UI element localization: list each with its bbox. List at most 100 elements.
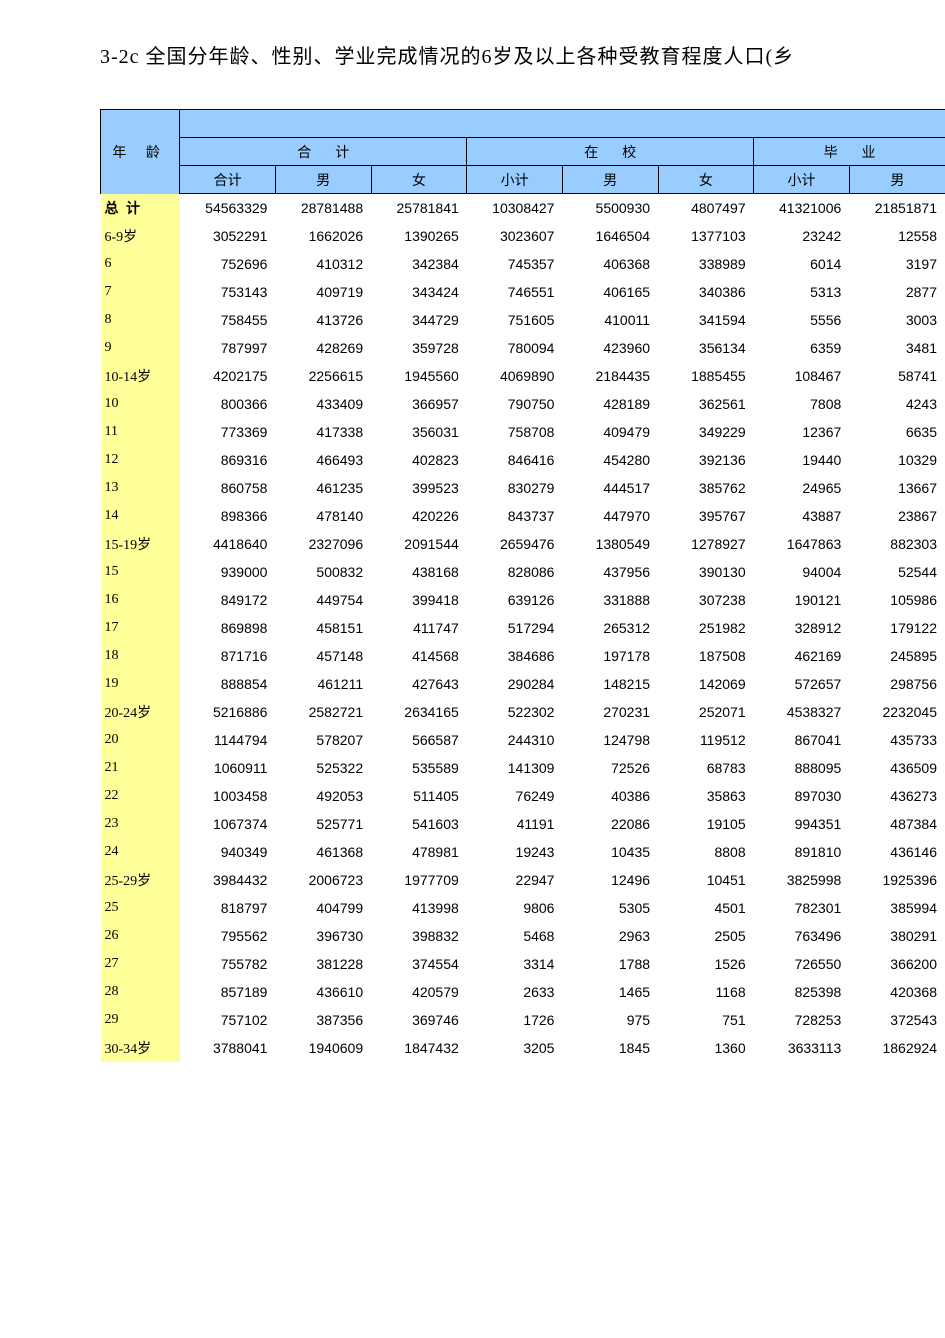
cell-value: 461368 [275, 838, 371, 866]
row-label: 20-24岁 [101, 698, 180, 726]
table-row: 30-34岁3788041194060918474323205184513603… [101, 1034, 945, 1062]
cell-value: 19105 [658, 810, 754, 838]
cell-value: 1847432 [371, 1034, 467, 1062]
cell-value: 461211 [275, 670, 371, 698]
cell-value: 436610 [275, 978, 371, 1006]
header-group-enrolled: 在校 [467, 138, 754, 166]
cell-value: 4501 [658, 894, 754, 922]
header-sub: 男 [562, 166, 658, 194]
cell-value: 13667 [849, 474, 945, 502]
row-label: 24 [101, 838, 180, 866]
cell-value: 566587 [371, 726, 467, 754]
cell-value: 94004 [754, 558, 850, 586]
cell-value: 1360 [658, 1034, 754, 1062]
row-label: 6-9岁 [101, 222, 180, 250]
cell-value: 366200 [849, 950, 945, 978]
cell-value: 385994 [849, 894, 945, 922]
cell-value: 436146 [849, 838, 945, 866]
cell-value: 3788041 [180, 1034, 276, 1062]
cell-value: 2633 [467, 978, 563, 1006]
cell-value: 290284 [467, 670, 563, 698]
cell-value: 433409 [275, 390, 371, 418]
cell-value: 344729 [371, 306, 467, 334]
cell-value: 3984432 [180, 866, 276, 894]
row-label: 19 [101, 670, 180, 698]
cell-value: 438168 [371, 558, 467, 586]
cell-value: 420368 [849, 978, 945, 1006]
cell-value: 372543 [849, 1006, 945, 1034]
cell-value: 1526 [658, 950, 754, 978]
cell-value: 2963 [562, 922, 658, 950]
row-label: 23 [101, 810, 180, 838]
table-row: 1177336941733835603175870840947934922912… [101, 418, 945, 446]
cell-value: 4243 [849, 390, 945, 418]
header-top-blank [180, 110, 945, 138]
cell-value: 3052291 [180, 222, 276, 250]
cell-value: 413726 [275, 306, 371, 334]
row-label: 7 [101, 278, 180, 306]
cell-value: 413998 [371, 894, 467, 922]
cell-value: 1168 [658, 978, 754, 1006]
cell-value: 898366 [180, 502, 276, 530]
cell-value: 3314 [467, 950, 563, 978]
cell-value: 409719 [275, 278, 371, 306]
cell-value: 726550 [754, 950, 850, 978]
table-row: 6752696410312342384745357406368338989601… [101, 250, 945, 278]
cell-value: 119512 [658, 726, 754, 754]
cell-value: 338989 [658, 250, 754, 278]
cell-value: 492053 [275, 782, 371, 810]
cell-value: 773369 [180, 418, 276, 446]
cell-value: 6014 [754, 250, 850, 278]
cell-value: 19440 [754, 446, 850, 474]
cell-value: 2327096 [275, 530, 371, 558]
table-row: 1080036643340936695779075042818936256178… [101, 390, 945, 418]
cell-value: 975 [562, 1006, 658, 1034]
cell-value: 420579 [371, 978, 467, 1006]
row-label: 6 [101, 250, 180, 278]
cell-value: 387356 [275, 1006, 371, 1034]
cell-value: 2006723 [275, 866, 371, 894]
cell-value: 871716 [180, 642, 276, 670]
cell-value: 54563329 [180, 194, 276, 222]
table-row: 2110609115253225355891413097252668783888… [101, 754, 945, 782]
row-label: 27 [101, 950, 180, 978]
cell-value: 4069890 [467, 362, 563, 390]
cell-value: 466493 [275, 446, 371, 474]
cell-value: 746551 [467, 278, 563, 306]
cell-value: 487384 [849, 810, 945, 838]
cell-value: 41321006 [754, 194, 850, 222]
cell-value: 187508 [658, 642, 754, 670]
row-label: 15-19岁 [101, 530, 180, 558]
table-row: 9787997428269359728780094423960356134635… [101, 334, 945, 362]
cell-value: 1144794 [180, 726, 276, 754]
cell-value: 572657 [754, 670, 850, 698]
cell-value: 72526 [562, 754, 658, 782]
cell-value: 751605 [467, 306, 563, 334]
cell-value: 23242 [754, 222, 850, 250]
cell-value: 24965 [754, 474, 850, 502]
row-label: 22 [101, 782, 180, 810]
cell-value: 10435 [562, 838, 658, 866]
row-label: 26 [101, 922, 180, 950]
cell-value: 790750 [467, 390, 563, 418]
table-row: 1887171645714841456838468619717818750846… [101, 642, 945, 670]
cell-value: 43887 [754, 502, 850, 530]
cell-value: 380291 [849, 922, 945, 950]
cell-value: 251982 [658, 614, 754, 642]
cell-value: 1067374 [180, 810, 276, 838]
cell-value: 869898 [180, 614, 276, 642]
table-head: 年 龄 合计 在校 毕业 合计 男 女 小计 男 女 小计 男 [101, 110, 945, 194]
header-group-graduated: 毕业 [754, 138, 945, 166]
cell-value: 888854 [180, 670, 276, 698]
cell-value: 22086 [562, 810, 658, 838]
row-label: 28 [101, 978, 180, 1006]
header-sub: 女 [371, 166, 467, 194]
cell-value: 525771 [275, 810, 371, 838]
cell-value: 1377103 [658, 222, 754, 250]
cell-value: 23867 [849, 502, 945, 530]
cell-value: 5468 [467, 922, 563, 950]
cell-value: 10451 [658, 866, 754, 894]
cell-value: 270231 [562, 698, 658, 726]
table-row: 1286931646649340282384641645428039213619… [101, 446, 945, 474]
cell-value: 390130 [658, 558, 754, 586]
